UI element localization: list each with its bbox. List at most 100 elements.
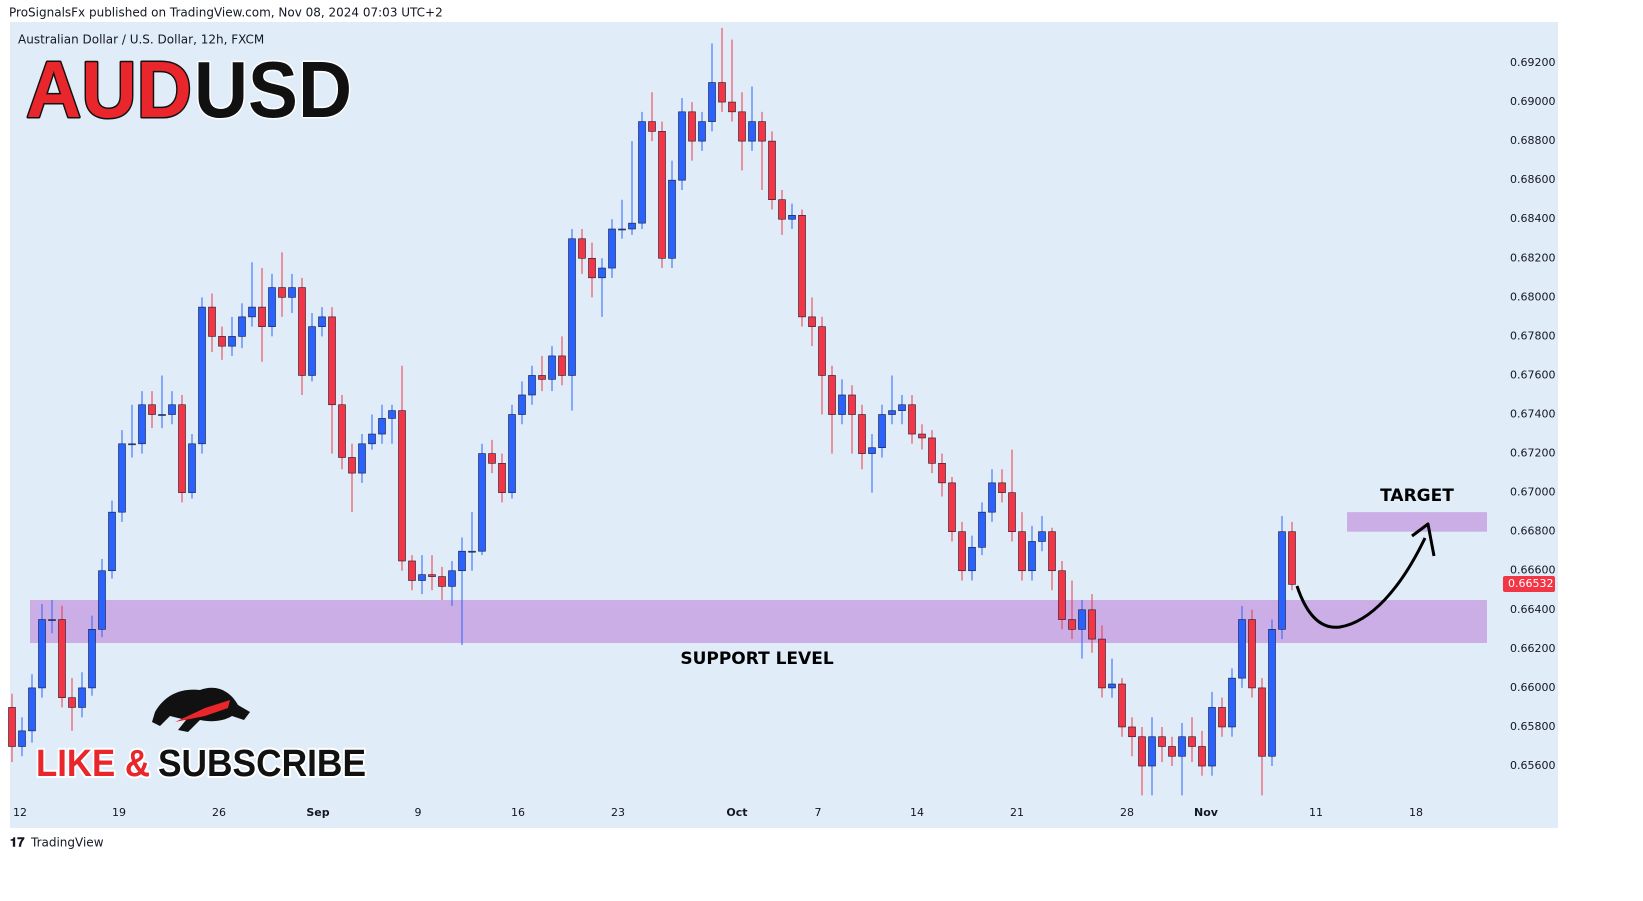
cta-like: LIKE & (36, 743, 150, 785)
projection-arrow (1295, 537, 1427, 629)
candle-body (258, 306, 266, 327)
candle-body (1118, 683, 1126, 728)
candle-body (558, 355, 566, 376)
candle-body (998, 482, 1006, 493)
x-tick-label: 16 (511, 806, 525, 819)
chart-background (10, 22, 1558, 828)
y-tick-label: 0.66800 (1510, 525, 1556, 538)
candle-body (588, 257, 596, 279)
candle-body (1128, 726, 1136, 738)
candle-body (388, 410, 396, 419)
candle-body (178, 404, 186, 493)
candle-body (58, 619, 66, 698)
candle-body (628, 222, 636, 230)
candle-body (1008, 492, 1016, 532)
candle-body (1078, 609, 1086, 630)
x-tick-label: 9 (415, 806, 422, 819)
candle-body (818, 326, 826, 376)
candle-body (448, 570, 456, 587)
x-tick-label: 21 (1010, 806, 1024, 819)
candle-body (98, 570, 106, 630)
candle-body (198, 306, 206, 445)
candle-body (648, 121, 656, 132)
candle-body (548, 355, 556, 380)
candle-body (868, 447, 876, 454)
candle-body (148, 404, 156, 415)
candle-body (128, 443, 136, 446)
candle-body (438, 576, 446, 587)
candle-body (378, 418, 386, 435)
candle-body (1248, 619, 1256, 689)
x-tick-label: 23 (611, 806, 625, 819)
candle-body (958, 531, 966, 572)
candle-body (718, 82, 726, 103)
candle-body (708, 82, 716, 122)
candle-body (188, 443, 196, 493)
x-tick-label: 19 (112, 806, 126, 819)
candle-body (858, 414, 866, 454)
candle-body (1258, 687, 1266, 757)
candle-body (658, 131, 666, 259)
x-tick-label: 11 (1309, 806, 1323, 819)
candle-body (838, 394, 846, 415)
candle-body (1218, 707, 1226, 728)
candle-body (268, 287, 276, 327)
candle-body (78, 687, 86, 708)
candle-body (118, 443, 126, 513)
candle-body (1158, 736, 1166, 747)
candle-body (1178, 736, 1186, 757)
candle-body (908, 404, 916, 435)
candle-body (108, 511, 116, 572)
candle-body (1148, 736, 1156, 767)
y-tick-label: 0.67200 (1510, 447, 1556, 460)
y-tick-label: 0.69000 (1510, 95, 1556, 108)
candle-body (1098, 638, 1106, 689)
candle-body (28, 687, 36, 732)
candle-body (1068, 619, 1076, 630)
x-tick-label: 28 (1120, 806, 1134, 819)
candle-body (1198, 746, 1206, 767)
y-tick-label: 0.68400 (1510, 212, 1556, 225)
y-tick-label: 0.69200 (1510, 56, 1556, 69)
zone-label: TARGET (1380, 486, 1454, 506)
candle-body (358, 443, 366, 474)
candle-body (1038, 531, 1046, 542)
candle-body (318, 316, 326, 327)
candle-body (1058, 570, 1066, 620)
candle-body (478, 453, 486, 552)
candle-body (528, 375, 536, 396)
y-tick-label: 0.66000 (1510, 681, 1556, 694)
candle-body (348, 457, 356, 474)
publish-note: ProSignalsFx published on TradingView.co… (9, 6, 443, 20)
candle-body (38, 619, 46, 689)
candle-body (968, 547, 976, 572)
price-zone (1347, 512, 1487, 532)
candle-body (638, 121, 646, 224)
tv-logo: 𝟏𝟕 (10, 836, 25, 851)
x-tick-label: Nov (1194, 806, 1219, 819)
candle-body (408, 560, 416, 581)
candle-body (598, 267, 606, 279)
candle-body (8, 707, 16, 747)
y-tick-label: 0.65600 (1510, 759, 1556, 772)
candle-body (1138, 736, 1146, 767)
candle-body (248, 306, 256, 318)
candle-body (888, 410, 896, 415)
candle-body (308, 326, 316, 376)
candle-body (788, 215, 796, 220)
x-tick-label: Oct (726, 806, 747, 819)
y-tick-label: 0.68600 (1510, 173, 1556, 186)
candle-body (418, 574, 426, 581)
candle-body (68, 697, 76, 708)
candle-body (568, 238, 576, 376)
candle-body (518, 394, 526, 415)
candle-body (738, 111, 746, 142)
candle-body (1288, 531, 1296, 585)
candle-body (938, 463, 946, 484)
candle-body (1238, 619, 1246, 679)
x-tick-label: 26 (212, 806, 226, 819)
candle-body (1188, 736, 1196, 747)
candle-body (338, 404, 346, 458)
candle-body (948, 482, 956, 532)
arrow-head (1411, 522, 1436, 557)
